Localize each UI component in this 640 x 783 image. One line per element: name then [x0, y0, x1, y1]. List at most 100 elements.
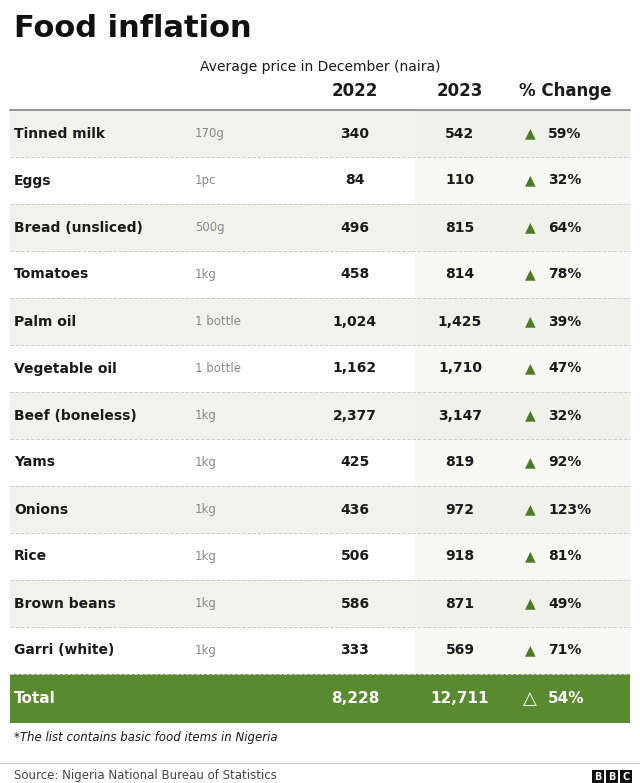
Text: Source: Nigeria National Bureau of Statistics: Source: Nigeria National Bureau of Stati… [14, 769, 277, 782]
Text: Tinned milk: Tinned milk [14, 127, 105, 140]
Text: 1,162: 1,162 [333, 362, 377, 376]
Bar [10, 580, 630, 627]
Text: Food inflation: Food inflation [14, 14, 252, 43]
Bar [10, 392, 630, 439]
Text: ▲: ▲ [525, 409, 535, 423]
Text: ▲: ▲ [525, 550, 535, 564]
Text: 64%: 64% [548, 221, 581, 234]
Text: 819: 819 [445, 456, 475, 470]
Text: 436: 436 [340, 503, 369, 517]
Text: Onions: Onions [14, 503, 68, 517]
Text: Vegetable oil: Vegetable oil [14, 362, 116, 376]
Bar [10, 298, 630, 345]
Text: 59%: 59% [548, 127, 581, 140]
Text: 1pc: 1pc [195, 174, 216, 187]
Text: 340: 340 [340, 127, 369, 140]
Text: 2022: 2022 [332, 82, 378, 100]
Text: 814: 814 [445, 268, 475, 282]
Text: 8,228: 8,228 [331, 691, 379, 706]
Text: 32%: 32% [548, 174, 581, 187]
Text: 500g: 500g [195, 221, 225, 234]
Text: 1,425: 1,425 [438, 315, 482, 329]
Text: Yams: Yams [14, 456, 55, 470]
Bar [10, 251, 630, 298]
Text: 506: 506 [340, 550, 369, 564]
Bar [415, 157, 630, 204]
Text: 54%: 54% [548, 691, 584, 706]
Bar [10, 157, 630, 204]
Text: 110: 110 [445, 174, 475, 187]
Text: 1kg: 1kg [195, 456, 217, 469]
Text: 170g: 170g [195, 127, 225, 140]
Bar [415, 251, 630, 298]
Text: ▲: ▲ [525, 362, 535, 376]
Text: 425: 425 [340, 456, 370, 470]
Text: 12,711: 12,711 [431, 691, 489, 706]
Text: 2,377: 2,377 [333, 409, 377, 423]
Text: 1 bottle: 1 bottle [195, 362, 241, 375]
Text: 1kg: 1kg [195, 409, 217, 422]
Text: 1kg: 1kg [195, 644, 217, 657]
Bar [10, 627, 630, 674]
Bar [10, 486, 630, 533]
Text: ▲: ▲ [525, 127, 535, 140]
Bar [415, 204, 630, 251]
Bar [415, 486, 630, 533]
Text: 458: 458 [340, 268, 370, 282]
Text: Eggs: Eggs [14, 174, 51, 187]
Bar [415, 110, 630, 157]
Bar [10, 674, 630, 723]
Text: 586: 586 [340, 597, 369, 611]
Text: 49%: 49% [548, 597, 581, 611]
Bar [415, 298, 630, 345]
Text: 496: 496 [340, 221, 369, 234]
Text: Rice: Rice [14, 550, 47, 564]
Text: 32%: 32% [548, 409, 581, 423]
Text: 1,710: 1,710 [438, 362, 482, 376]
Text: Beef (boneless): Beef (boneless) [14, 409, 137, 423]
Text: ▲: ▲ [525, 644, 535, 658]
Bar [606, 770, 618, 783]
Text: 39%: 39% [548, 315, 581, 329]
Text: 871: 871 [445, 597, 475, 611]
Text: 972: 972 [445, 503, 474, 517]
Text: 918: 918 [445, 550, 475, 564]
Bar [10, 533, 630, 580]
Text: ▲: ▲ [525, 221, 535, 234]
Text: B: B [595, 772, 602, 782]
Text: Brown beans: Brown beans [14, 597, 116, 611]
Text: ▲: ▲ [525, 503, 535, 517]
Text: Palm oil: Palm oil [14, 315, 76, 329]
Text: 71%: 71% [548, 644, 581, 658]
Text: ▲: ▲ [525, 268, 535, 282]
Bar [415, 345, 630, 392]
Text: △: △ [523, 690, 537, 708]
Text: Total: Total [14, 691, 56, 706]
Text: 3,147: 3,147 [438, 409, 482, 423]
Text: 1,024: 1,024 [333, 315, 377, 329]
Bar [415, 533, 630, 580]
Text: *The list contains basic food items in Nigeria: *The list contains basic food items in N… [14, 731, 278, 744]
Text: Bread (unsliced): Bread (unsliced) [14, 221, 143, 234]
Bar [10, 439, 630, 486]
Text: 569: 569 [445, 644, 474, 658]
Text: 542: 542 [445, 127, 475, 140]
Text: 1kg: 1kg [195, 597, 217, 610]
Bar [415, 439, 630, 486]
Text: 123%: 123% [548, 503, 591, 517]
Text: 2023: 2023 [437, 82, 483, 100]
Bar [415, 392, 630, 439]
Text: 333: 333 [340, 644, 369, 658]
Text: 84: 84 [345, 174, 365, 187]
Bar [10, 345, 630, 392]
Text: 1kg: 1kg [195, 503, 217, 516]
Text: 78%: 78% [548, 268, 581, 282]
Text: 1kg: 1kg [195, 550, 217, 563]
Bar [415, 580, 630, 627]
Text: ▲: ▲ [525, 315, 535, 329]
Bar [10, 110, 630, 157]
Text: B: B [608, 772, 616, 782]
Text: ▲: ▲ [525, 456, 535, 470]
Text: 1kg: 1kg [195, 268, 217, 281]
Bar [592, 770, 604, 783]
